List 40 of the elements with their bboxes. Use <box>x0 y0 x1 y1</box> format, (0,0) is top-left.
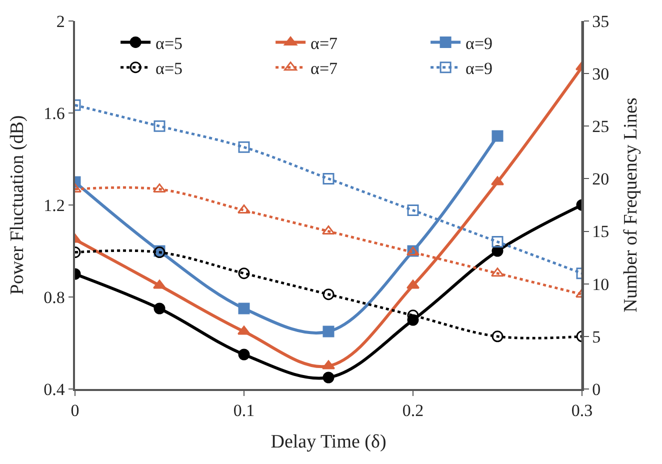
x-tick-label: 0.3 <box>571 401 593 420</box>
y-axis-title: Power Fluctuation (dB) <box>6 115 28 295</box>
point <box>322 326 334 338</box>
y-tick-label: 1.2 <box>44 196 65 215</box>
y2-tick-label: 10 <box>592 274 610 294</box>
legend-label: α=5 <box>156 34 183 53</box>
x-axis-title: Delay Time (δ) <box>270 431 386 452</box>
point <box>154 302 166 314</box>
point <box>492 330 504 342</box>
point <box>322 288 334 300</box>
point <box>238 348 250 360</box>
y2-tick-label: 0 <box>592 380 601 399</box>
point <box>492 130 504 142</box>
y-tick-label: 1.6 <box>44 104 65 123</box>
y2-tick-label: 20 <box>592 170 610 189</box>
point <box>154 120 166 132</box>
y2-tick-label: 25 <box>592 117 610 136</box>
y-tick-label: 0.4 <box>44 380 66 399</box>
y-tick-label: 2 <box>56 12 65 31</box>
point <box>322 372 334 384</box>
x-tick-label: 0.1 <box>233 401 255 420</box>
y2-tick-label: 35 <box>592 12 610 31</box>
point <box>238 141 250 153</box>
legend-label: α=5 <box>156 58 183 78</box>
x-tick-label: 0.2 <box>402 401 424 420</box>
point <box>238 268 250 280</box>
y2-tick-label: 5 <box>592 327 601 346</box>
legend-label: α=9 <box>466 34 493 53</box>
point <box>322 172 334 184</box>
point <box>492 236 504 248</box>
legend-label: α=9 <box>466 58 493 78</box>
x-tick-label: 0 <box>70 401 80 420</box>
legend-label: α=7 <box>310 34 338 53</box>
y2-tick-label: 30 <box>592 64 610 84</box>
legend-label: α=7 <box>310 58 338 78</box>
y-tick-label: 0.8 <box>44 288 65 307</box>
point <box>238 302 250 314</box>
point <box>407 204 419 216</box>
y2-axis-title: Number of Frequency Lines <box>620 98 642 312</box>
y2-tick-label: 15 <box>592 222 610 242</box>
